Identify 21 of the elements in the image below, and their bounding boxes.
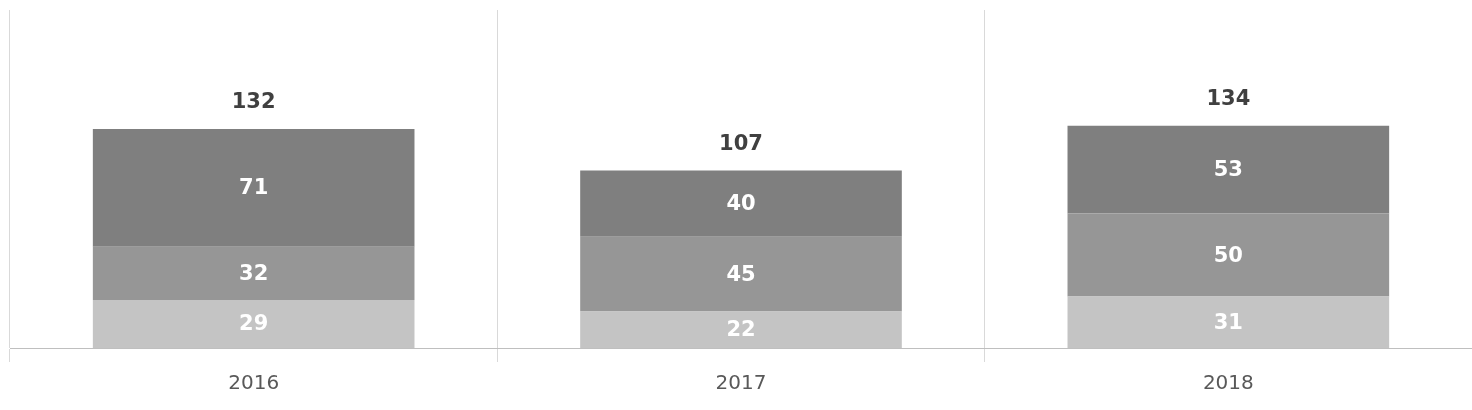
data-label: 50: [1213, 242, 1243, 267]
data-label: 40: [726, 191, 756, 216]
total-label: 132: [231, 89, 276, 114]
data-label: 45: [726, 261, 756, 286]
bar: [92, 246, 415, 300]
x-tick-label: 2016: [228, 370, 280, 395]
data-label: 71: [239, 175, 269, 200]
x-tick-label: 2017: [715, 370, 767, 395]
bar: [580, 236, 902, 312]
data-label: 31: [1213, 309, 1243, 334]
x-tick-label: 2018: [1202, 370, 1254, 395]
total-label: 107: [719, 130, 763, 155]
bar: [1067, 213, 1390, 297]
bar: [580, 170, 902, 237]
bar: [92, 128, 415, 247]
data-label: 29: [239, 311, 269, 336]
data-label: 53: [1213, 157, 1243, 182]
total-label: 134: [1206, 86, 1251, 111]
bar: [1067, 125, 1390, 214]
data-label: 22: [726, 317, 756, 342]
data-label: 32: [239, 260, 269, 285]
